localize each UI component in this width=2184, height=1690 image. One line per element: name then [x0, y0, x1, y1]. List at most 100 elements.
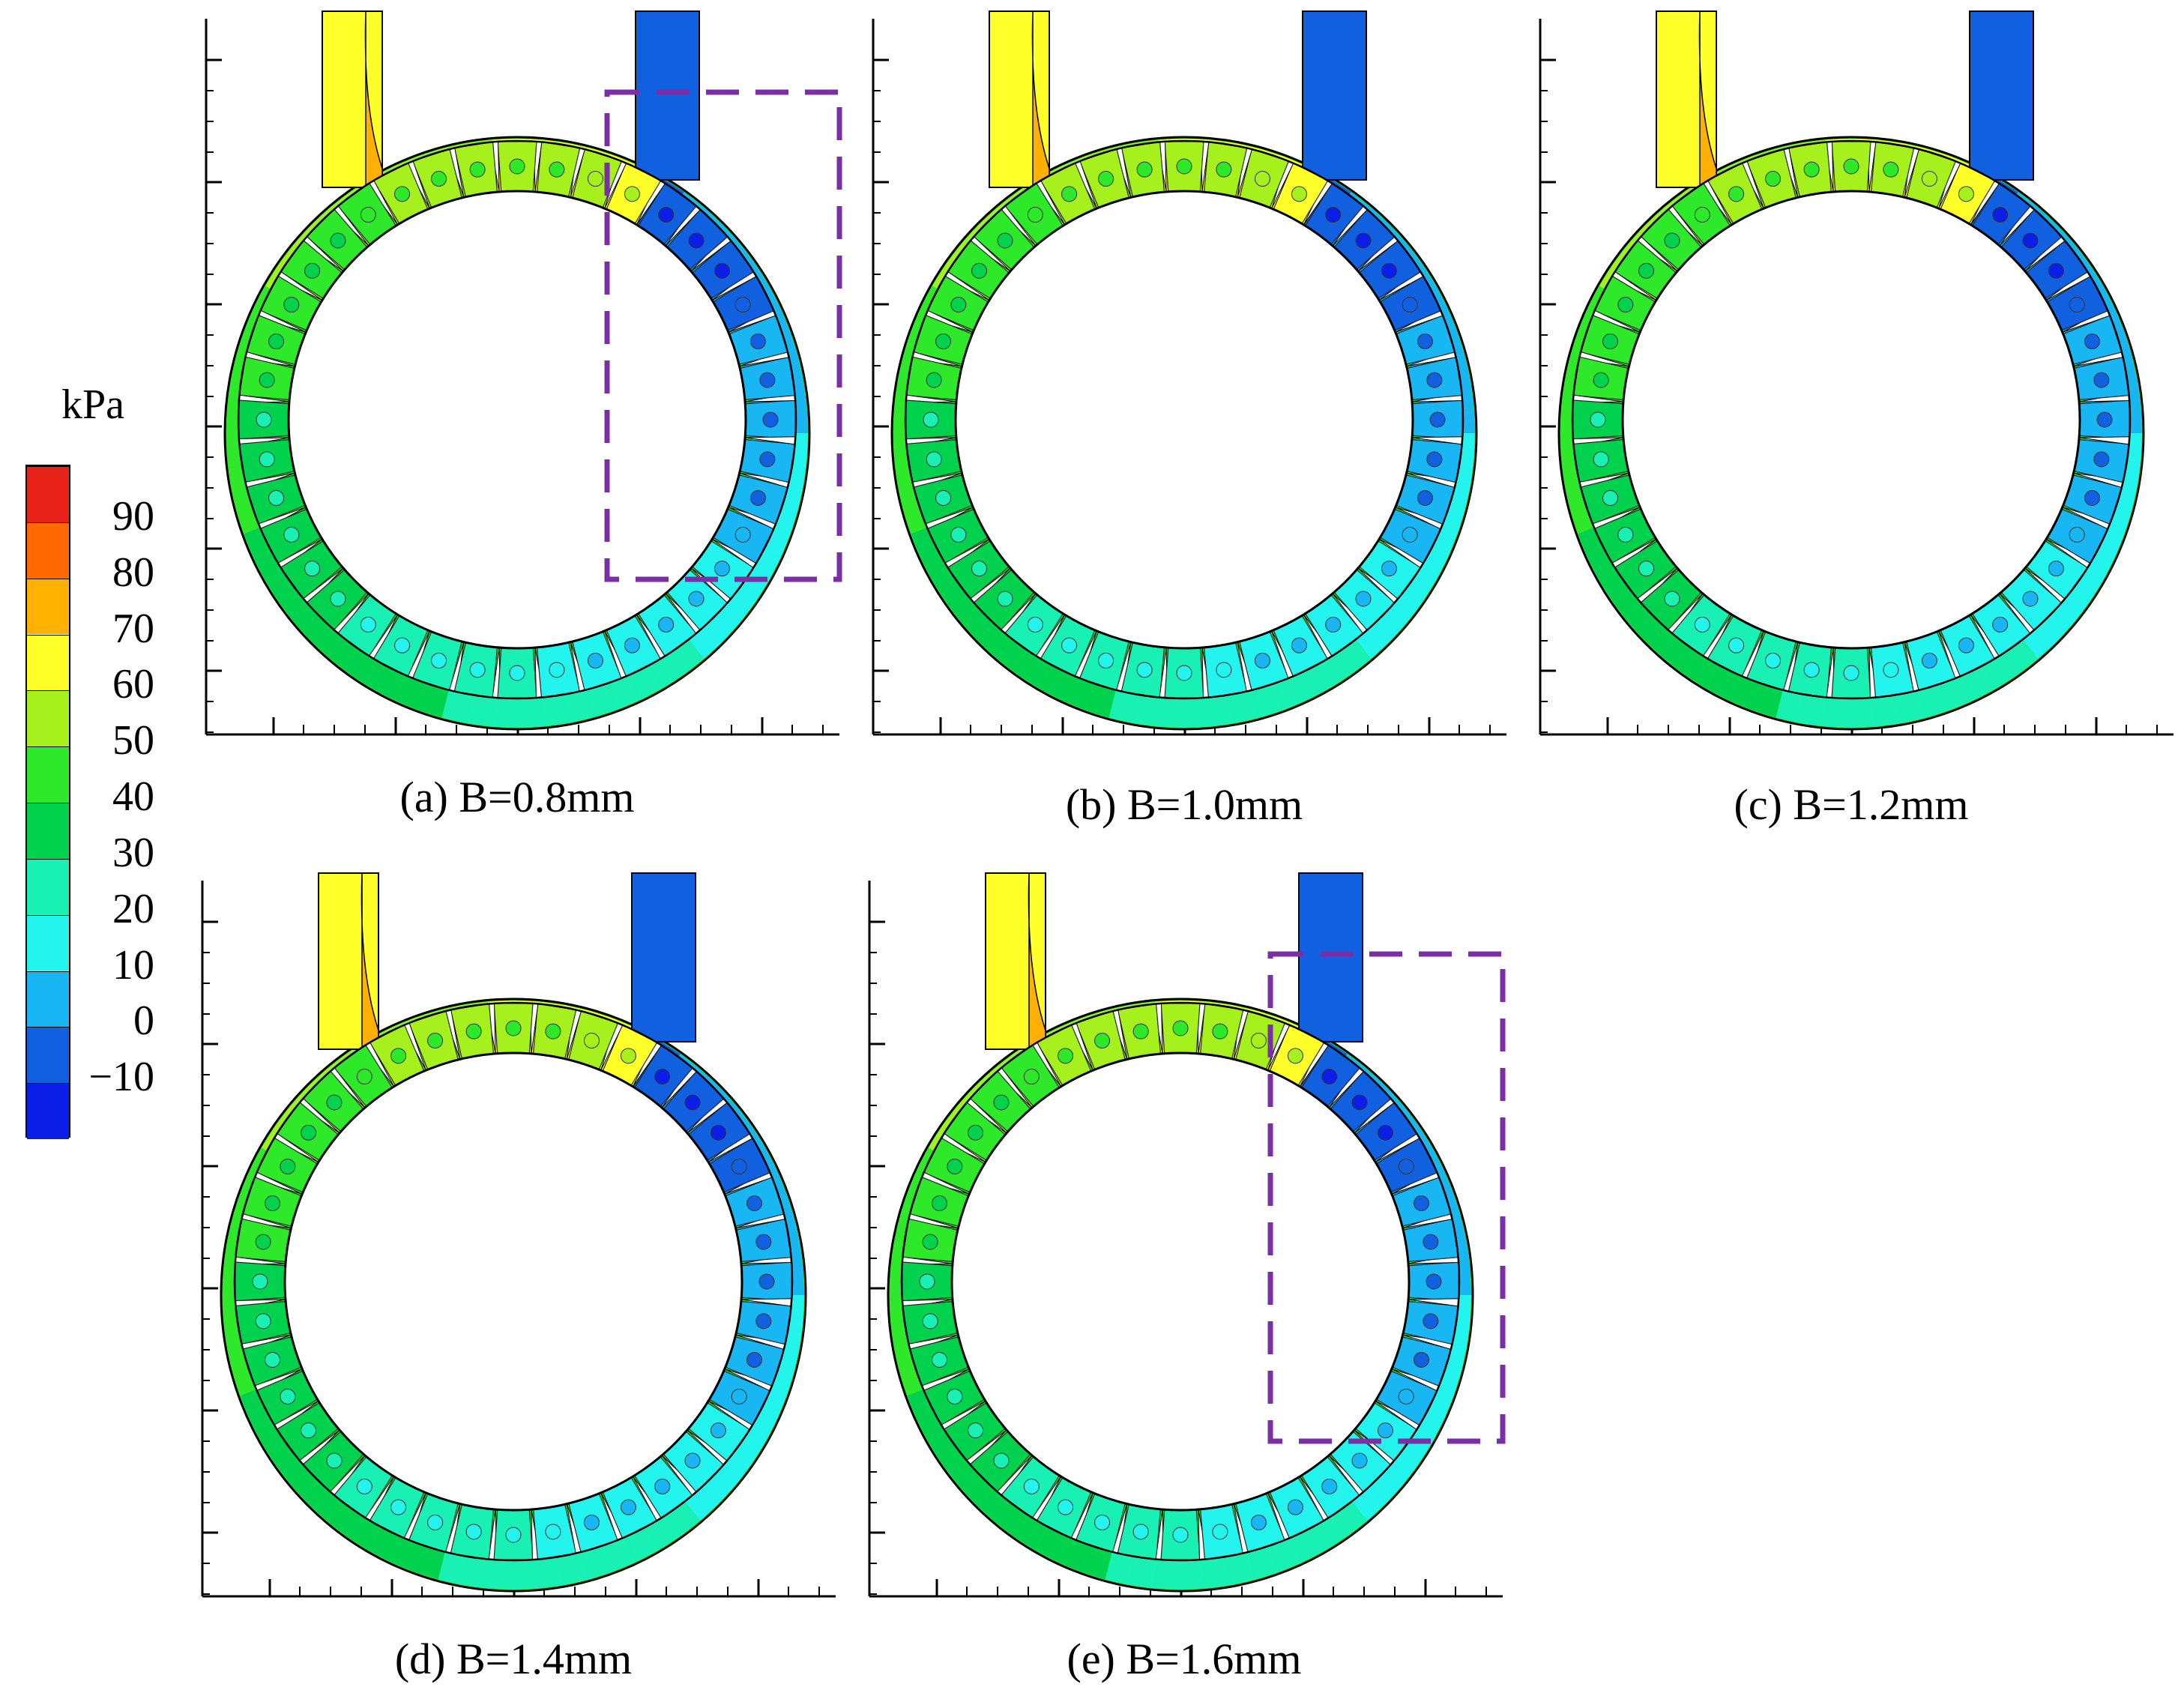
- cell-contour-blob: [971, 561, 988, 577]
- cell-contour-blob: [734, 297, 751, 313]
- caption-panel-a: (a) B=0.8mm: [399, 773, 635, 821]
- outlet-port: [1969, 10, 2034, 181]
- cell-contour-blob: [749, 334, 766, 350]
- cell-contour-blob: [505, 1527, 522, 1543]
- cell-contour-blob: [1883, 161, 1899, 178]
- cell-contour-blob: [1638, 561, 1655, 577]
- cell-contour-blob: [759, 451, 776, 468]
- cell-contour-blob: [762, 411, 779, 428]
- colorbar-tick-label: 40: [112, 773, 154, 820]
- cell-contour-blob: [1617, 297, 1634, 313]
- legend-unit-label: kPa: [61, 381, 124, 428]
- cell-contour-blob: [1254, 171, 1270, 187]
- cell-contour-blob: [993, 1452, 1010, 1469]
- cell-contour-blob: [1377, 1124, 1393, 1141]
- cell-contour-blob: [1398, 1388, 1414, 1404]
- cell-contour-blob: [1843, 665, 1859, 681]
- highlight-dashed-box: [1267, 951, 1506, 1444]
- impeller-hub: [950, 1051, 1411, 1512]
- cell-contour-blob: [997, 591, 1013, 607]
- impeller-outer-ring: [233, 1001, 794, 1562]
- panel-b: [872, 10, 1506, 736]
- cell-contour-blob: [1803, 662, 1820, 678]
- cell-contour-blob: [1176, 158, 1192, 175]
- cell-contour-blob: [968, 1124, 984, 1141]
- cell-contour-blob: [2084, 334, 2100, 350]
- cell-contour-blob: [360, 616, 376, 633]
- cell-contour-blob: [1172, 1020, 1189, 1036]
- cell-contour-blob: [1351, 1452, 1368, 1469]
- colorbar-swatch: [27, 914, 69, 971]
- colorbar-swatch: [27, 522, 69, 579]
- cell-contour-blob: [1098, 652, 1114, 669]
- cell-contour-blob: [265, 1195, 281, 1212]
- cell-contour-blob: [545, 1524, 561, 1540]
- cell-contour-blob: [1638, 262, 1655, 279]
- cell-contour-blob: [731, 1159, 747, 1175]
- cell-contour-blob: [1426, 1273, 1442, 1290]
- colorbar-tick-label: 10: [112, 941, 154, 989]
- cell-contour-blob: [265, 1351, 281, 1368]
- cell-contour-blob: [1176, 665, 1192, 681]
- cell-contour-blob: [394, 637, 411, 654]
- cell-contour-blob: [1423, 1234, 1439, 1250]
- cell-contour-blob: [734, 526, 751, 543]
- colorbar-tick-label: 70: [112, 605, 154, 652]
- cell-contour-blob: [1398, 1159, 1414, 1175]
- cell-contour-blob: [326, 1094, 343, 1111]
- cell-contour-blob: [587, 171, 603, 187]
- cell-contour-blob: [465, 1524, 482, 1540]
- impeller-outer-ring: [1571, 139, 2132, 700]
- cell-contour-blob: [280, 1159, 296, 1175]
- cell-contour-blob: [1694, 207, 1710, 223]
- cell-contour-blob: [1061, 637, 1078, 654]
- cell-contour-blob: [923, 411, 939, 428]
- cell-contour-blob: [1058, 1048, 1074, 1064]
- inlet-contour: [1031, 10, 1050, 188]
- cell-contour-blob: [749, 489, 766, 506]
- cell-contour-blob: [1728, 186, 1745, 202]
- cell-contour-blob: [1132, 1524, 1149, 1540]
- colorbar-swatch: [27, 690, 69, 747]
- colorbar-tick-label: −10: [88, 1054, 154, 1101]
- cell-contour-blob: [360, 207, 376, 223]
- cell-contour-blob: [255, 1313, 271, 1330]
- cell-contour-blob: [758, 1273, 775, 1290]
- cell-contour-blob: [2084, 489, 2100, 506]
- cell-contour-blob: [731, 1388, 747, 1404]
- cell-contour-blob: [1216, 161, 1232, 178]
- cell-contour-blob: [431, 652, 447, 669]
- cell-contour-blob: [1602, 334, 1619, 350]
- cell-contour-blob: [301, 1422, 317, 1439]
- inlet-contour: [1028, 872, 1046, 1050]
- cell-contour-blob: [1216, 662, 1232, 678]
- cell-contour-blob: [624, 637, 640, 654]
- cell-contour-blob: [256, 411, 272, 428]
- cell-contour-blob: [971, 262, 988, 279]
- cell-contour-blob: [658, 207, 675, 223]
- cell-contour-blob: [431, 171, 447, 187]
- cell-contour-blob: [390, 1499, 407, 1515]
- cell-contour-blob: [2096, 411, 2113, 428]
- cell-contour-blob: [301, 1124, 317, 1141]
- cell-contour-blob: [1402, 526, 1418, 543]
- cell-contour-blob: [427, 1514, 444, 1530]
- cell-contour-blob: [326, 1452, 343, 1469]
- cell-contour-blob: [469, 662, 486, 678]
- colorbar-tick-label: 50: [112, 717, 154, 764]
- outlet-port: [631, 872, 696, 1042]
- impeller-hub: [283, 1051, 743, 1512]
- cell-contour-blob: [549, 161, 565, 178]
- cell-contour-blob: [268, 489, 285, 506]
- cell-contour-blob: [2022, 232, 2039, 249]
- panel-d: [201, 872, 836, 1598]
- colorbar-swatch: [27, 634, 69, 691]
- cell-contour-blob: [2069, 297, 2085, 313]
- cell-contour-blob: [1617, 526, 1634, 543]
- cell-contour-blob: [932, 1351, 948, 1368]
- cell-contour-blob: [935, 334, 952, 350]
- cell-contour-blob: [330, 232, 346, 249]
- cell-contour-blob: [390, 1048, 407, 1064]
- cell-contour-blob: [1094, 1033, 1111, 1049]
- cell-contour-blob: [1254, 652, 1270, 669]
